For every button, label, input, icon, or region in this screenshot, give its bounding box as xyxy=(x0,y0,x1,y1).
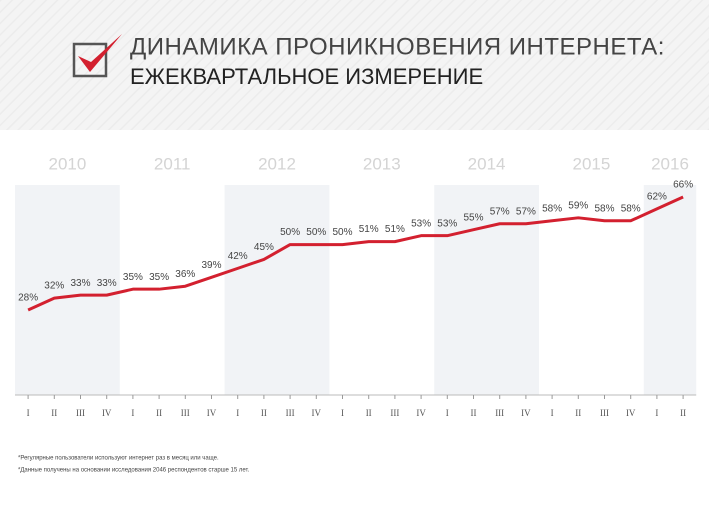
x-tick-label: III xyxy=(600,408,609,418)
data-label: 28% xyxy=(18,293,38,304)
x-tick-label: IV xyxy=(102,408,112,418)
year-label: 2012 xyxy=(258,154,296,173)
chart-subtitle: ЕЖЕКВАРТАЛЬНОЕ ИЗМЕРЕНИЕ xyxy=(130,64,483,89)
year-label: 2013 xyxy=(363,154,401,173)
x-tick-label: I xyxy=(131,408,134,418)
x-tick-label: IV xyxy=(312,408,322,418)
x-tick-label: III xyxy=(495,408,504,418)
x-tick-label: III xyxy=(390,408,399,418)
year-label: 2010 xyxy=(48,154,86,173)
data-label: 57% xyxy=(490,206,510,217)
year-label: 2016 xyxy=(651,154,689,173)
chart-title: ДИНАМИКА ПРОНИКНОВЕНИЯ ИНТЕРНЕТА: xyxy=(130,33,665,60)
data-label: 51% xyxy=(359,224,379,235)
x-tick-label: I xyxy=(27,408,30,418)
data-label: 58% xyxy=(594,203,614,214)
x-tick-label: II xyxy=(261,408,267,418)
year-band xyxy=(15,185,120,395)
line xyxy=(27,195,684,312)
x-tick-label: I xyxy=(655,408,658,418)
data-label: 55% xyxy=(463,212,483,223)
year-band xyxy=(224,185,330,395)
data-label: 58% xyxy=(621,203,641,214)
x-tick-label: II xyxy=(51,408,57,418)
x-tick-label: I xyxy=(551,408,554,418)
data-label: 62% xyxy=(647,192,667,203)
header-background xyxy=(0,0,709,130)
x-tick-label: I xyxy=(446,408,449,418)
data-label: 50% xyxy=(306,227,326,238)
data-label: 51% xyxy=(385,224,405,235)
data-label: 39% xyxy=(201,260,221,271)
x-tick-label: III xyxy=(76,408,85,418)
check-icon xyxy=(72,34,122,78)
data-label: 66% xyxy=(673,180,693,191)
year-label: 2014 xyxy=(468,154,506,173)
x-tick-label: IV xyxy=(626,408,636,418)
year-band xyxy=(434,185,539,395)
x-tick-label: I xyxy=(341,408,344,418)
x-tick-label: II xyxy=(471,408,477,418)
data-label: 35% xyxy=(149,272,169,283)
year-label: 2015 xyxy=(572,154,610,173)
footnote: *Данные получены на основании исследован… xyxy=(18,468,250,474)
data-label: 36% xyxy=(175,269,195,280)
x-tick-label: IV xyxy=(416,408,426,418)
x-tick-label: III xyxy=(286,408,295,418)
x-tick-label: II xyxy=(680,408,686,418)
data-label: 57% xyxy=(516,206,536,217)
data-label: 33% xyxy=(97,278,117,289)
x-tick-label: II xyxy=(156,408,162,418)
year-label: 2011 xyxy=(154,154,191,173)
data-label: 45% xyxy=(254,242,274,253)
data-label: 35% xyxy=(123,272,143,283)
x-tick-label: I xyxy=(236,408,239,418)
data-label: 50% xyxy=(332,227,352,238)
footnote: *Регулярные пользователи используют инте… xyxy=(18,456,219,462)
year-band xyxy=(643,185,697,395)
data-label: 42% xyxy=(228,251,248,262)
data-label: 53% xyxy=(411,218,431,229)
data-label: 32% xyxy=(44,281,64,292)
data-label: 50% xyxy=(280,227,300,238)
x-tick-label: IV xyxy=(521,408,531,418)
x-tick-label: IV xyxy=(207,408,217,418)
data-label: 33% xyxy=(70,278,90,289)
x-tick-label: II xyxy=(366,408,372,418)
x-tick-label: II xyxy=(575,408,581,418)
data-label: 59% xyxy=(568,200,588,211)
data-label: 58% xyxy=(542,203,562,214)
data-label: 53% xyxy=(437,218,457,229)
x-tick-label: III xyxy=(181,408,190,418)
